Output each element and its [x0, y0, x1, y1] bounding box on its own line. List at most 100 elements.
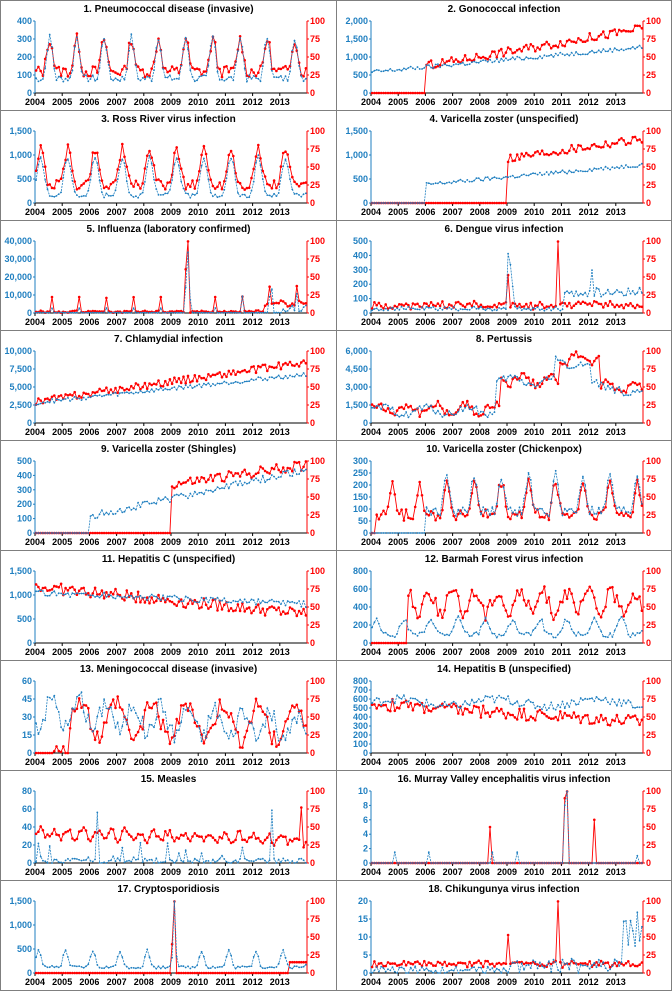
red-data-point	[280, 68, 283, 71]
red-data-point	[268, 285, 271, 288]
blue-data-point	[614, 292, 616, 294]
blue-data-point	[205, 384, 207, 386]
blue-data-point	[444, 183, 446, 185]
red-data-point	[132, 387, 135, 390]
red-data-point	[430, 301, 433, 304]
red-data-point	[625, 610, 628, 613]
red-data-point	[577, 37, 580, 40]
left-tick-label: 150	[353, 492, 368, 502]
blue-data-point	[110, 510, 112, 512]
blue-data-point	[437, 183, 439, 185]
blue-data-point	[90, 312, 92, 314]
x-tick-label: 2012	[243, 537, 263, 547]
blue-data-point	[412, 698, 414, 700]
blue-data-point	[573, 367, 575, 369]
blue-data-point	[42, 532, 44, 534]
red-data-point	[280, 471, 283, 474]
blue-data-point	[530, 701, 532, 703]
blue-data-point	[110, 966, 112, 968]
right-tick-label: 50	[646, 162, 656, 172]
blue-data-point	[194, 967, 196, 969]
red-data-point	[78, 697, 81, 700]
red-data-point	[616, 142, 619, 145]
red-data-point	[228, 716, 231, 719]
blue-data-point	[74, 312, 76, 314]
red-data-point	[577, 508, 580, 511]
blue-data-point	[609, 473, 611, 475]
red-data-point	[107, 392, 110, 395]
blue-data-point	[462, 309, 464, 311]
left-tick-label: 6,000	[345, 346, 368, 356]
red-data-point	[489, 963, 492, 966]
blue-data-point	[430, 619, 432, 621]
blue-data-point	[428, 621, 430, 623]
red-data-point	[543, 516, 546, 519]
blue-data-point	[469, 63, 471, 65]
blue-data-point	[137, 312, 139, 314]
blue-data-point	[446, 182, 448, 184]
red-data-point	[471, 305, 474, 308]
blue-data-point	[56, 707, 58, 709]
blue-data-point	[394, 532, 396, 534]
red-data-point	[180, 483, 183, 486]
blue-data-point	[260, 965, 262, 967]
blue-data-point	[219, 488, 221, 490]
red-data-point	[382, 510, 385, 513]
blue-data-point	[198, 601, 200, 603]
blue-data-point	[180, 965, 182, 967]
blue-data-point	[419, 701, 421, 703]
red-data-point	[259, 611, 262, 614]
red-data-point	[35, 170, 38, 173]
red-data-point	[525, 719, 528, 722]
blue-data-point	[35, 312, 37, 314]
blue-data-point	[76, 194, 78, 196]
red-data-point	[534, 151, 537, 154]
red-data-point	[214, 296, 217, 299]
red-data-point	[160, 728, 163, 731]
red-data-point	[139, 69, 142, 72]
blue-data-point	[67, 592, 69, 594]
blue-data-point	[74, 709, 76, 711]
chart-svg: 05001,0001,5002,00002550751002004 2005 200…	[337, 1, 672, 111]
red-data-point	[180, 972, 183, 975]
blue-data-point	[446, 414, 448, 416]
blue-data-point	[108, 64, 110, 66]
right-tick-label: 25	[310, 730, 320, 740]
red-data-point	[194, 187, 197, 190]
blue-data-point	[217, 312, 219, 314]
x-tick-label: 2004	[25, 977, 45, 987]
x-tick-label: 2011	[552, 977, 572, 987]
red-data-point	[545, 378, 548, 381]
blue-data-point	[237, 382, 239, 384]
blue-data-point	[223, 312, 225, 314]
blue-data-point	[155, 968, 157, 970]
red-data-point	[119, 386, 122, 389]
red-data-point	[214, 474, 217, 477]
blue-data-point	[287, 310, 289, 312]
red-data-point	[384, 642, 387, 645]
red-data-point	[489, 306, 492, 309]
x-tick-label: 2013	[270, 867, 290, 877]
blue-data-point	[72, 532, 74, 534]
blue-data-point	[108, 708, 110, 710]
blue-data-point	[444, 306, 446, 308]
blue-data-point	[101, 312, 103, 314]
blue-data-point	[53, 695, 55, 697]
blue-data-point	[489, 697, 491, 699]
red-data-point	[98, 593, 101, 596]
blue-data-point	[444, 972, 446, 974]
red-data-point	[198, 607, 201, 610]
blue-data-point	[133, 967, 135, 969]
blue-data-point	[371, 972, 373, 974]
red-data-point	[218, 181, 221, 184]
blue-data-point	[571, 52, 573, 54]
blue-data-point	[380, 409, 382, 411]
red-data-point	[286, 843, 289, 846]
blue-data-point	[78, 196, 80, 198]
blue-data-point	[618, 699, 620, 701]
blue-data-point	[385, 632, 387, 634]
red-data-point	[373, 960, 376, 963]
blue-data-point	[478, 62, 480, 64]
blue-data-point	[276, 376, 278, 378]
red-data-point	[178, 722, 181, 725]
